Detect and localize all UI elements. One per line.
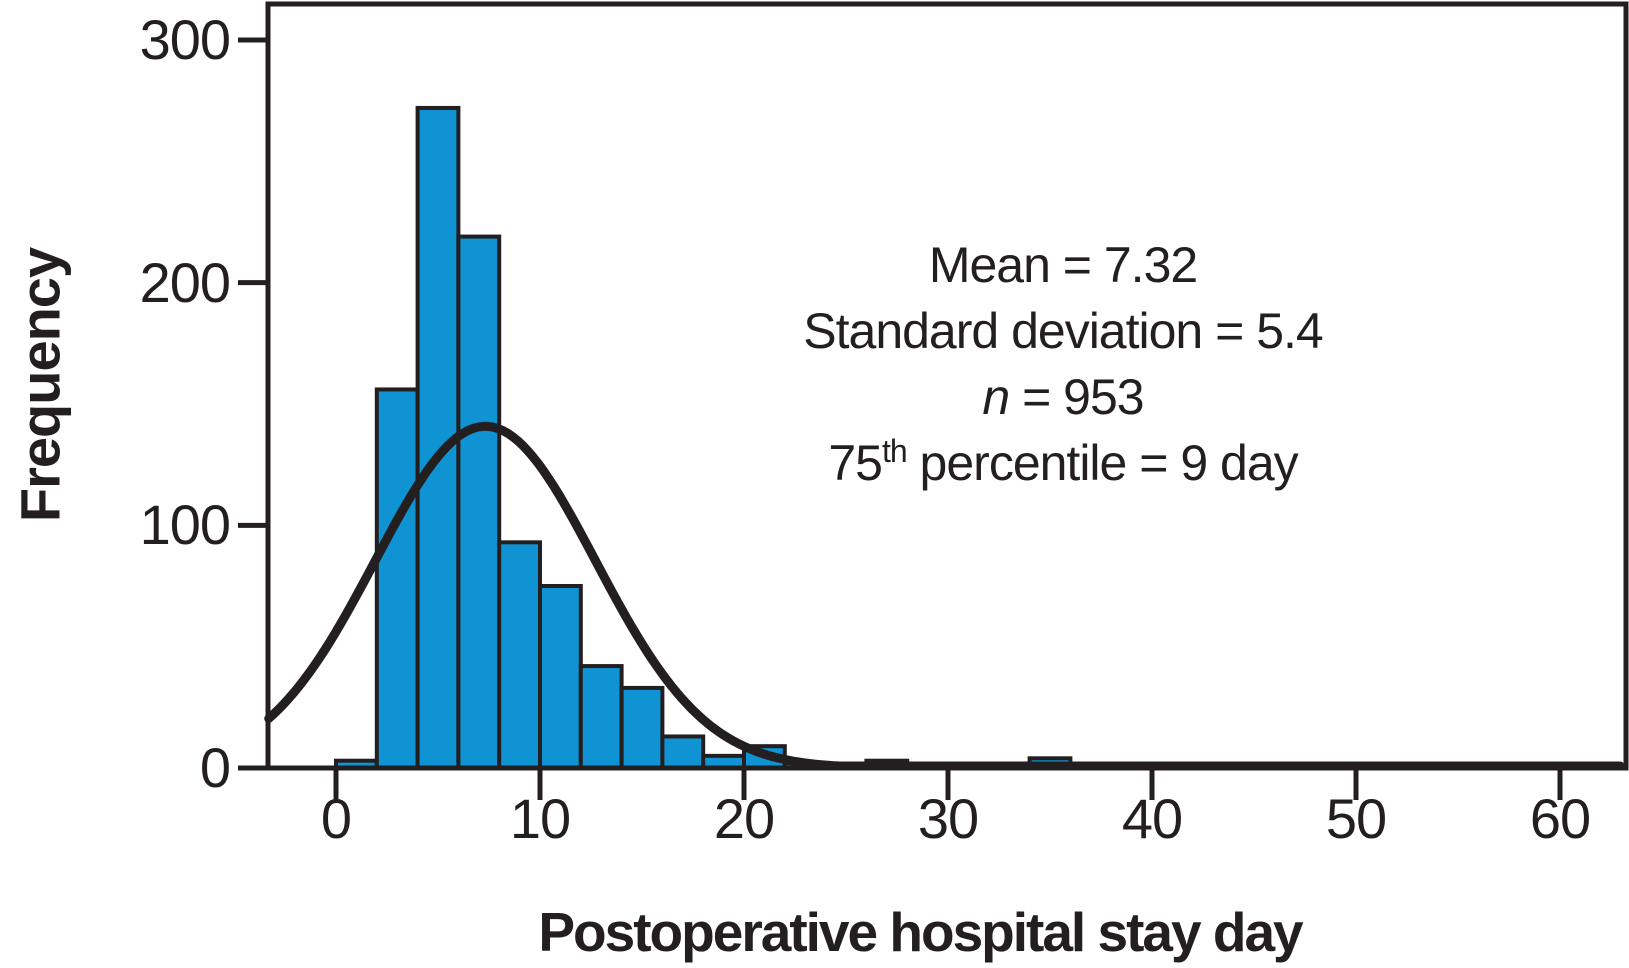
x-tick-label: 60 bbox=[1529, 787, 1591, 850]
annotation-n: n = 953 bbox=[803, 364, 1322, 430]
stats-annotation: Mean = 7.32 Standard deviation = 5.4 n =… bbox=[803, 232, 1323, 502]
x-tick-label: 20 bbox=[713, 787, 775, 850]
y-tick-label: 0 bbox=[199, 736, 231, 799]
annotation-n-symbol: n bbox=[982, 369, 1010, 425]
histogram-bar bbox=[538, 584, 583, 770]
y-tick-label: 100 bbox=[139, 493, 231, 557]
histogram-bar bbox=[456, 234, 502, 770]
histogram-bar bbox=[660, 734, 706, 770]
histogram-bar bbox=[578, 664, 624, 771]
x-tick-label: 30 bbox=[917, 787, 979, 850]
histogram-bar bbox=[619, 685, 665, 770]
annotation-percentile-number: 75 bbox=[828, 435, 883, 491]
histogram-bar bbox=[497, 540, 543, 770]
x-axis-title: Postoperative hospital stay day bbox=[538, 901, 1303, 963]
y-tick-label: 300 bbox=[139, 8, 231, 71]
annotation-percentile-sup: th bbox=[881, 433, 908, 469]
histogram-bar bbox=[374, 387, 420, 770]
annotation-percentile: 75th percentile = 9 day bbox=[803, 430, 1322, 502]
annotation-n-value: = 953 bbox=[1009, 369, 1145, 425]
x-tick-label: 40 bbox=[1121, 787, 1183, 850]
plot-border bbox=[265, 1, 1629, 771]
x-tick-label: 10 bbox=[509, 787, 571, 850]
x-tick-label: 50 bbox=[1325, 787, 1387, 850]
annotation-sd: Standard deviation = 5.4 bbox=[803, 303, 1323, 359]
annotation-percentile-text: percentile = 9 day bbox=[906, 435, 1299, 491]
annotation-mean: Mean = 7.32 bbox=[928, 237, 1198, 293]
x-tick-label: 0 bbox=[320, 787, 352, 850]
y-tick-label: 200 bbox=[139, 250, 231, 314]
